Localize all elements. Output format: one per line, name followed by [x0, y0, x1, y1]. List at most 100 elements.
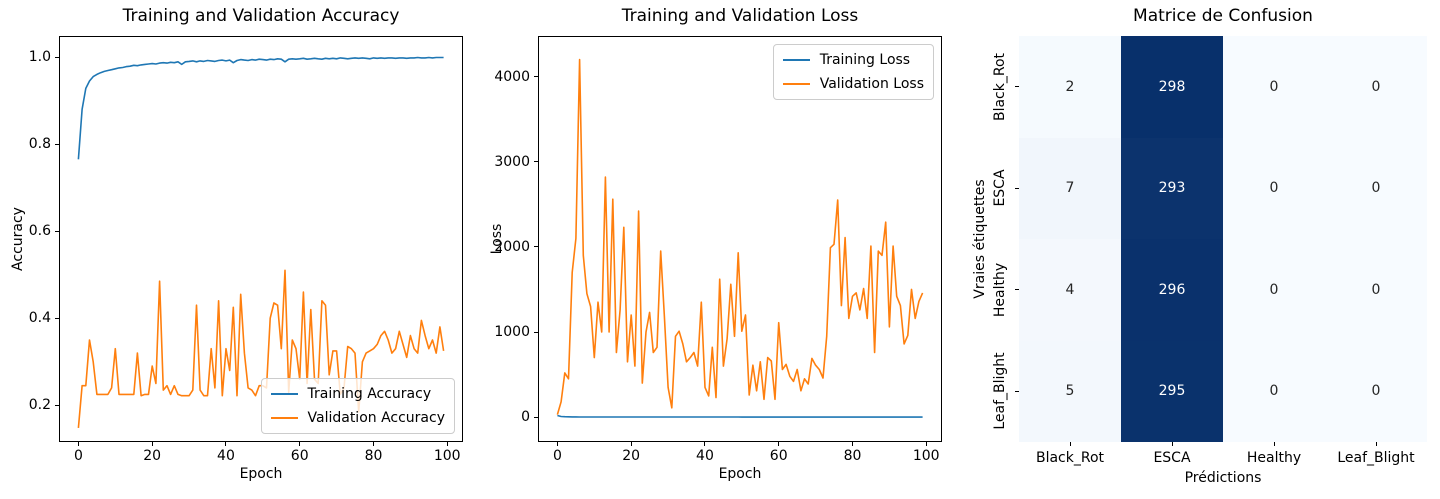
- x-tick-label: 40: [696, 448, 714, 464]
- matrix-cell-value: 0: [1269, 281, 1279, 298]
- confusion-matrix-title: Matrice de Confusion: [1133, 6, 1313, 26]
- y-tick-label: 0.6: [28, 223, 51, 240]
- x-tick: [225, 442, 227, 446]
- loss-plot-frame: Training Loss Validation Loss: [538, 36, 942, 442]
- matrix-cell-value: 0: [1371, 281, 1381, 298]
- y-tick-label: 0.8: [28, 136, 51, 153]
- row-label: Healthy: [992, 262, 1008, 317]
- plot-canvas: [556, 58, 924, 418]
- matrix-cell-value: 295: [1158, 383, 1186, 400]
- confusion-matrix-grid: 2 298 0 0 7 293 0 0 4 296 0 0 5 295 0 0: [1019, 36, 1427, 442]
- legend-label: Validation Loss: [819, 76, 924, 92]
- matrix-cell: 298: [1121, 36, 1223, 138]
- y-tick: [534, 76, 538, 78]
- matrix-cell: 0: [1223, 340, 1325, 442]
- matrix-cell: 4: [1019, 239, 1121, 341]
- confusion-x-axis-label: Prédictions: [1184, 470, 1262, 486]
- matrix-cell: 0: [1325, 36, 1427, 138]
- matrix-cell-value: 298: [1158, 78, 1186, 95]
- y-tick-label: 1000: [494, 324, 530, 341]
- x-tick: [778, 442, 780, 446]
- x-tick: [556, 442, 558, 446]
- x-tick: [630, 442, 632, 446]
- matrix-cell: 295: [1121, 340, 1223, 442]
- matrix-cell-value: 0: [1371, 383, 1381, 400]
- x-tick: [1273, 442, 1275, 446]
- matrix-cell-value: 5: [1065, 383, 1075, 400]
- x-tick-label: 80: [843, 448, 862, 464]
- y-tick: [1015, 390, 1019, 392]
- x-tick-label: 100: [433, 448, 461, 464]
- y-tick: [534, 331, 538, 333]
- col-label: ESCA: [1153, 450, 1191, 466]
- y-tick: [55, 230, 59, 232]
- y-tick: [1015, 86, 1019, 88]
- matrix-cell-value: 0: [1269, 180, 1279, 197]
- y-tick-label: 0.2: [28, 397, 51, 414]
- x-tick-label: 20: [622, 448, 641, 464]
- y-tick-label: 1.0: [28, 49, 51, 66]
- x-tick-label: 100: [912, 448, 940, 464]
- legend: Training Loss Validation Loss: [772, 44, 934, 100]
- row-label: Black_Rot: [992, 52, 1008, 121]
- y-tick-label: 0: [521, 409, 530, 426]
- matrix-cell: 0: [1325, 340, 1427, 442]
- x-tick: [1069, 442, 1071, 446]
- matrix-cell-value: 4: [1065, 281, 1075, 298]
- matrix-cell-value: 2: [1065, 78, 1075, 95]
- accuracy-plot-frame: Training Accuracy Validation Accuracy: [59, 36, 463, 442]
- x-tick-label: 0: [552, 448, 562, 464]
- legend-entry: Validation Loss: [782, 76, 924, 92]
- matrix-cell: 2: [1019, 36, 1121, 138]
- legend-label: Training Accuracy: [307, 386, 432, 402]
- matrix-cell: 296: [1121, 239, 1223, 341]
- y-tick: [55, 404, 59, 406]
- x-tick: [925, 442, 927, 446]
- matrix-cell: 0: [1325, 137, 1427, 239]
- col-label: Leaf_Blight: [1337, 450, 1415, 466]
- matrix-cell: 0: [1223, 239, 1325, 341]
- x-tick: [151, 442, 153, 446]
- row-label: ESCA: [992, 169, 1008, 207]
- confusion-y-axis-label: Vraies étiquettes: [972, 179, 988, 299]
- col-label: Black_Rot: [1035, 450, 1105, 466]
- y-tick-label: 2000: [494, 238, 530, 255]
- y-tick-label: 4000: [494, 68, 530, 85]
- x-tick: [372, 442, 374, 446]
- legend-entry: Training Loss: [782, 52, 924, 68]
- x-tick-label: 80: [364, 448, 383, 464]
- legend-label: Training Loss: [819, 52, 911, 68]
- x-tick: [1171, 442, 1173, 446]
- matrix-cell-value: 0: [1269, 383, 1279, 400]
- y-tick: [55, 143, 59, 145]
- matrix-cell-value: 7: [1065, 180, 1075, 197]
- matrix-cell-value: 0: [1371, 180, 1381, 197]
- x-tick-label: 0: [73, 448, 83, 464]
- loss-x-axis-label: Epoch: [718, 466, 762, 482]
- accuracy-chart-title: Training and Validation Accuracy: [122, 6, 400, 26]
- x-tick-label: 40: [217, 448, 235, 464]
- y-tick: [1015, 187, 1019, 189]
- legend: Training Accuracy Validation Accuracy: [260, 378, 455, 434]
- series-line-training-accuracy: [77, 56, 444, 160]
- matrix-cell: 293: [1121, 137, 1223, 239]
- legend-line-sample: [270, 393, 298, 395]
- y-tick: [534, 246, 538, 248]
- x-tick: [1375, 442, 1377, 446]
- y-tick: [55, 317, 59, 319]
- matrix-cell: 0: [1325, 239, 1427, 341]
- x-tick: [299, 442, 301, 446]
- matrix-cell-value: 0: [1269, 78, 1279, 95]
- legend-line-sample: [782, 59, 810, 61]
- x-tick: [851, 442, 853, 446]
- legend-line-sample: [782, 83, 810, 85]
- series-line-validation-loss: [556, 58, 924, 415]
- accuracy-x-axis-label: Epoch: [239, 466, 283, 482]
- x-tick: [77, 442, 79, 446]
- y-tick-label: 3000: [494, 153, 530, 170]
- x-tick: [446, 442, 448, 446]
- x-tick-label: 60: [290, 448, 309, 464]
